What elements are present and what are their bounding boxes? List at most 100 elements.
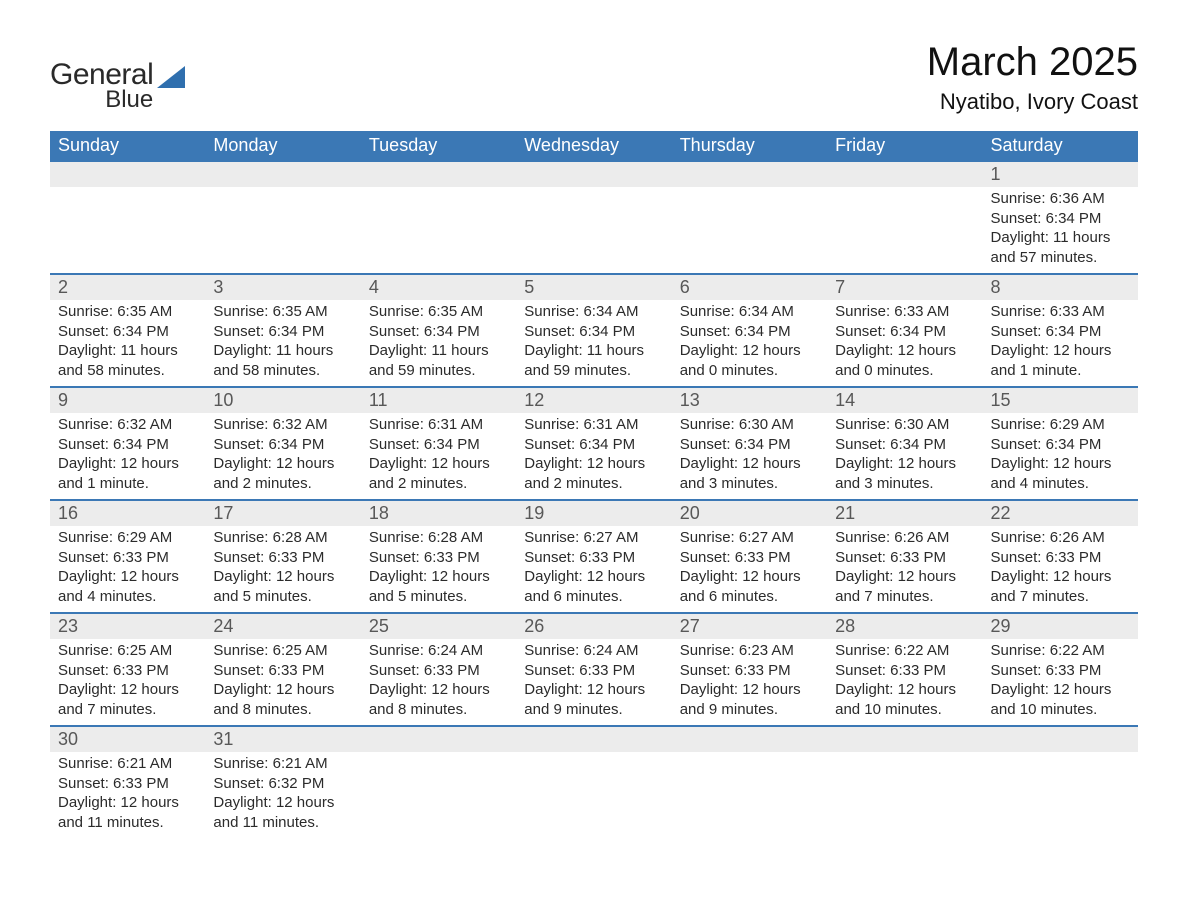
day-daylight2: and 2 minutes. bbox=[369, 474, 508, 494]
day-number-cell bbox=[50, 161, 205, 187]
day-info-row: Sunrise: 6:36 AMSunset: 6:34 PMDaylight:… bbox=[50, 187, 1138, 274]
day-sunrise: Sunrise: 6:26 AM bbox=[835, 528, 974, 548]
day-number-cell: 30 bbox=[50, 726, 205, 752]
calendar-table: Sunday Monday Tuesday Wednesday Thursday… bbox=[50, 131, 1138, 838]
day-number-cell bbox=[205, 161, 360, 187]
day-daylight1: Daylight: 12 hours bbox=[991, 680, 1130, 700]
day-sunrise: Sunrise: 6:31 AM bbox=[369, 415, 508, 435]
day-number-cell: 17 bbox=[205, 500, 360, 526]
day-number-cell bbox=[827, 161, 982, 187]
day-daylight1: Daylight: 12 hours bbox=[213, 567, 352, 587]
day-sunset: Sunset: 6:34 PM bbox=[524, 435, 663, 455]
day-daylight2: and 3 minutes. bbox=[680, 474, 819, 494]
day-info-cell bbox=[205, 187, 360, 274]
day-info-cell: Sunrise: 6:34 AMSunset: 6:34 PMDaylight:… bbox=[672, 300, 827, 387]
day-number-cell bbox=[983, 726, 1138, 752]
day-info-cell: Sunrise: 6:24 AMSunset: 6:33 PMDaylight:… bbox=[516, 639, 671, 726]
day-info-cell: Sunrise: 6:36 AMSunset: 6:34 PMDaylight:… bbox=[983, 187, 1138, 274]
day-daylight1: Daylight: 12 hours bbox=[991, 341, 1130, 361]
day-info-row: Sunrise: 6:21 AMSunset: 6:33 PMDaylight:… bbox=[50, 752, 1138, 838]
day-daylight1: Daylight: 12 hours bbox=[680, 680, 819, 700]
day-sunset: Sunset: 6:33 PM bbox=[680, 661, 819, 681]
day-number-cell: 23 bbox=[50, 613, 205, 639]
day-info-cell: Sunrise: 6:22 AMSunset: 6:33 PMDaylight:… bbox=[983, 639, 1138, 726]
day-sunrise: Sunrise: 6:30 AM bbox=[835, 415, 974, 435]
logo: General Blue bbox=[50, 40, 185, 112]
day-info-cell: Sunrise: 6:28 AMSunset: 6:33 PMDaylight:… bbox=[361, 526, 516, 613]
day-number-row: 9101112131415 bbox=[50, 387, 1138, 413]
day-number: 8 bbox=[983, 275, 1138, 300]
day-info-cell: Sunrise: 6:25 AMSunset: 6:33 PMDaylight:… bbox=[205, 639, 360, 726]
day-info-cell: Sunrise: 6:35 AMSunset: 6:34 PMDaylight:… bbox=[205, 300, 360, 387]
day-number-cell bbox=[672, 726, 827, 752]
day-number-cell: 28 bbox=[827, 613, 982, 639]
day-number: 26 bbox=[516, 614, 671, 639]
day-info-cell bbox=[516, 752, 671, 838]
day-info-row: Sunrise: 6:35 AMSunset: 6:34 PMDaylight:… bbox=[50, 300, 1138, 387]
day-sunrise: Sunrise: 6:34 AM bbox=[524, 302, 663, 322]
day-sunset: Sunset: 6:34 PM bbox=[991, 435, 1130, 455]
day-number: 5 bbox=[516, 275, 671, 300]
day-number-cell: 8 bbox=[983, 274, 1138, 300]
day-daylight1: Daylight: 12 hours bbox=[58, 680, 197, 700]
day-sunrise: Sunrise: 6:34 AM bbox=[680, 302, 819, 322]
day-info-cell: Sunrise: 6:30 AMSunset: 6:34 PMDaylight:… bbox=[827, 413, 982, 500]
day-info-cell: Sunrise: 6:28 AMSunset: 6:33 PMDaylight:… bbox=[205, 526, 360, 613]
day-sunset: Sunset: 6:33 PM bbox=[58, 548, 197, 568]
day-info-cell: Sunrise: 6:27 AMSunset: 6:33 PMDaylight:… bbox=[516, 526, 671, 613]
day-sunrise: Sunrise: 6:22 AM bbox=[835, 641, 974, 661]
day-daylight1: Daylight: 12 hours bbox=[524, 454, 663, 474]
day-daylight2: and 10 minutes. bbox=[835, 700, 974, 720]
day-number-cell bbox=[827, 726, 982, 752]
day-info-cell: Sunrise: 6:34 AMSunset: 6:34 PMDaylight:… bbox=[516, 300, 671, 387]
day-sunset: Sunset: 6:34 PM bbox=[524, 322, 663, 342]
day-number: 19 bbox=[516, 501, 671, 526]
day-info-cell: Sunrise: 6:26 AMSunset: 6:33 PMDaylight:… bbox=[983, 526, 1138, 613]
day-number: 29 bbox=[983, 614, 1138, 639]
day-daylight2: and 3 minutes. bbox=[835, 474, 974, 494]
day-header: Friday bbox=[827, 131, 982, 161]
day-number: 9 bbox=[50, 388, 205, 413]
day-number-cell: 6 bbox=[672, 274, 827, 300]
day-info-cell: Sunrise: 6:24 AMSunset: 6:33 PMDaylight:… bbox=[361, 639, 516, 726]
logo-text: General Blue bbox=[50, 60, 153, 112]
day-info-cell bbox=[361, 187, 516, 274]
day-daylight1: Daylight: 12 hours bbox=[835, 680, 974, 700]
day-sunrise: Sunrise: 6:24 AM bbox=[369, 641, 508, 661]
day-daylight1: Daylight: 12 hours bbox=[991, 567, 1130, 587]
title-block: March 2025 Nyatibo, Ivory Coast bbox=[927, 40, 1138, 115]
day-number: 12 bbox=[516, 388, 671, 413]
day-daylight1: Daylight: 12 hours bbox=[680, 341, 819, 361]
day-daylight1: Daylight: 12 hours bbox=[369, 680, 508, 700]
day-sunrise: Sunrise: 6:28 AM bbox=[213, 528, 352, 548]
day-info-cell: Sunrise: 6:29 AMSunset: 6:33 PMDaylight:… bbox=[50, 526, 205, 613]
day-number: 18 bbox=[361, 501, 516, 526]
day-number: 3 bbox=[205, 275, 360, 300]
day-number: 27 bbox=[672, 614, 827, 639]
day-header: Wednesday bbox=[516, 131, 671, 161]
day-number-cell: 10 bbox=[205, 387, 360, 413]
day-number: 10 bbox=[205, 388, 360, 413]
day-info-cell: Sunrise: 6:32 AMSunset: 6:34 PMDaylight:… bbox=[205, 413, 360, 500]
day-number-cell: 15 bbox=[983, 387, 1138, 413]
day-daylight2: and 0 minutes. bbox=[835, 361, 974, 381]
day-sunset: Sunset: 6:33 PM bbox=[369, 548, 508, 568]
day-daylight1: Daylight: 12 hours bbox=[213, 793, 352, 813]
day-info-cell: Sunrise: 6:31 AMSunset: 6:34 PMDaylight:… bbox=[516, 413, 671, 500]
day-sunrise: Sunrise: 6:32 AM bbox=[213, 415, 352, 435]
day-number-cell: 18 bbox=[361, 500, 516, 526]
day-number-cell: 16 bbox=[50, 500, 205, 526]
day-daylight2: and 0 minutes. bbox=[680, 361, 819, 381]
day-daylight1: Daylight: 11 hours bbox=[213, 341, 352, 361]
day-info-cell bbox=[361, 752, 516, 838]
day-number: 17 bbox=[205, 501, 360, 526]
day-number: 6 bbox=[672, 275, 827, 300]
month-title: March 2025 bbox=[927, 40, 1138, 85]
day-sunrise: Sunrise: 6:30 AM bbox=[680, 415, 819, 435]
day-sunset: Sunset: 6:33 PM bbox=[213, 661, 352, 681]
day-sunrise: Sunrise: 6:24 AM bbox=[524, 641, 663, 661]
day-daylight2: and 2 minutes. bbox=[524, 474, 663, 494]
day-info-cell: Sunrise: 6:35 AMSunset: 6:34 PMDaylight:… bbox=[361, 300, 516, 387]
day-sunset: Sunset: 6:34 PM bbox=[680, 435, 819, 455]
day-sunset: Sunset: 6:33 PM bbox=[213, 548, 352, 568]
